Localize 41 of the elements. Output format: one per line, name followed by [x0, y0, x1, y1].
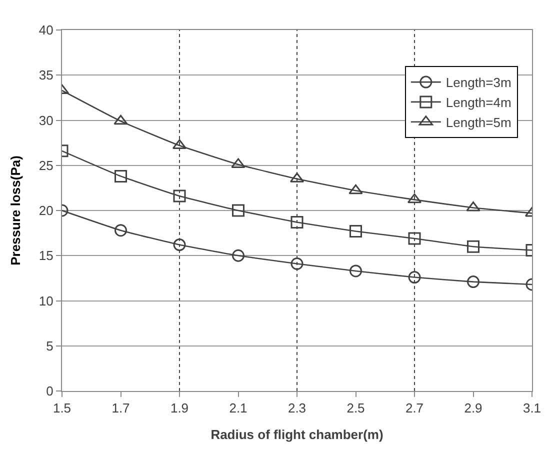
point: [173, 238, 186, 252]
y-tick-label: 30: [38, 112, 54, 128]
x-tick-label: 2.1: [229, 400, 248, 416]
x-tick-label: 3.1: [522, 400, 542, 416]
point: [232, 249, 244, 262]
point: [467, 276, 480, 288]
y-axis-title: Pressure loss(Pa): [8, 156, 23, 266]
point: [407, 193, 422, 204]
y-tick-label: 40: [38, 22, 54, 38]
x-tick-label: 2.3: [288, 400, 306, 416]
x-tick-label: 2.9: [464, 400, 482, 416]
x-tick-label: 1.5: [52, 400, 72, 416]
point: [290, 258, 304, 270]
x-tick-label: 2.7: [405, 400, 424, 416]
point: [408, 271, 421, 284]
legend-label: Length=5m: [446, 114, 512, 130]
y-tick-label: 10: [38, 293, 54, 308]
point: [114, 224, 127, 237]
legend-label: Length=3m: [446, 75, 512, 90]
point: [114, 114, 128, 125]
x-tick-label: 1.9: [170, 400, 189, 416]
point: [290, 216, 304, 228]
point: [350, 264, 362, 278]
y-tick-label: 25: [38, 158, 54, 173]
y-tick-label: 20: [38, 203, 54, 218]
y-tick-label: 0: [46, 384, 54, 399]
point: [114, 170, 127, 182]
point: [232, 204, 244, 217]
y-tick-label: 5: [46, 338, 54, 354]
x-tick-label: 1.7: [112, 400, 130, 416]
legend-label: Length=4m: [446, 95, 512, 110]
x-tick-label: 2.5: [346, 400, 365, 416]
point: [348, 184, 363, 194]
y-tick-label: 15: [38, 248, 54, 264]
point: [467, 240, 480, 253]
point: [350, 225, 362, 238]
point: [173, 190, 186, 202]
point: [172, 139, 187, 150]
y-tick-label: 35: [38, 68, 54, 83]
x-axis-title: Radius of flight chamber(m): [210, 427, 384, 442]
point: [408, 232, 421, 245]
